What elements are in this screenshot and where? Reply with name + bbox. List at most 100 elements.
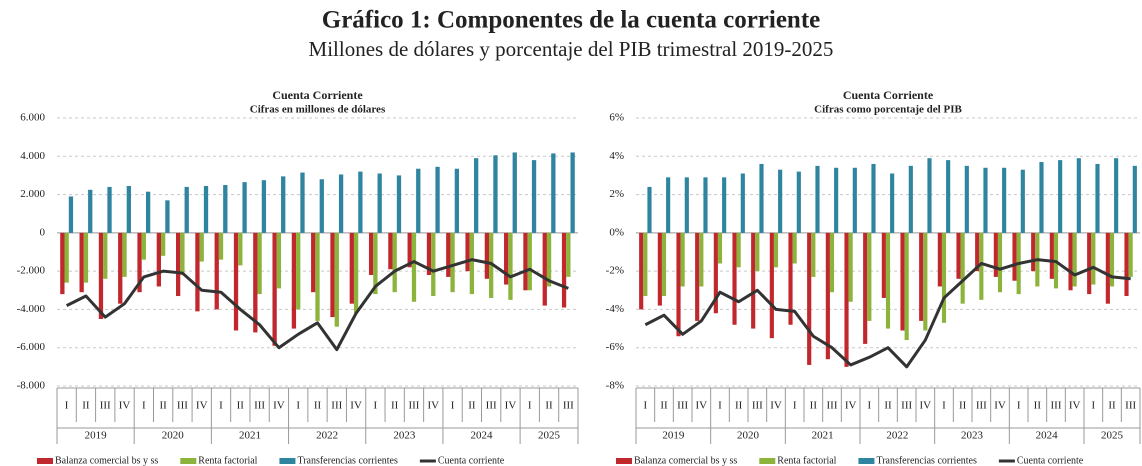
x-tick-label: III: [901, 400, 912, 412]
bar: [703, 177, 708, 233]
bar: [411, 232, 417, 302]
x-tick-label: I: [643, 400, 647, 412]
x-tick-label: II: [314, 400, 322, 412]
bar: [993, 232, 998, 277]
bar: [88, 189, 93, 233]
bar: [956, 232, 961, 279]
bar: [1095, 163, 1100, 233]
bar: [773, 232, 779, 268]
bar: [195, 232, 200, 312]
bar: [1114, 158, 1119, 233]
y-tick-label: 6%: [609, 112, 624, 124]
bar: [107, 186, 112, 233]
bar: [1109, 232, 1115, 287]
x-tick-label: II: [545, 400, 553, 412]
bar: [315, 232, 320, 321]
bar: [778, 169, 783, 233]
chart-title: Cuenta Corriente: [272, 88, 363, 102]
bar: [388, 232, 393, 270]
bar: [570, 152, 575, 233]
x-tick-label: I: [142, 400, 146, 412]
x-tick-label: II: [810, 400, 818, 412]
bar: [165, 200, 170, 233]
bar: [416, 168, 421, 233]
x-group-label: 2021: [239, 430, 261, 442]
bar: [291, 232, 297, 329]
bar: [504, 232, 509, 285]
x-group-label: 2020: [737, 430, 760, 442]
legend-label: Balanza comercial bs y ss: [634, 455, 737, 466]
x-tick-label: II: [82, 400, 90, 412]
bar: [960, 232, 965, 304]
bar: [769, 232, 774, 339]
legend-swatch: [616, 458, 632, 464]
bar: [431, 232, 436, 297]
legend-label: Transferencias corrientes: [876, 455, 977, 466]
y-tick-label: 4.000: [20, 150, 45, 162]
chart-subtitle: Cifras como porcentaje del PIB: [814, 104, 962, 116]
bar: [713, 232, 718, 314]
bar: [257, 232, 262, 295]
bar: [792, 232, 797, 264]
x-tick-label: III: [177, 400, 188, 412]
x-group-label: 2019: [85, 430, 108, 442]
bar: [919, 232, 924, 321]
bar: [218, 232, 224, 260]
x-tick-label: IV: [350, 400, 362, 412]
bar: [334, 232, 339, 327]
x-tick-label: IV: [845, 400, 857, 412]
x-tick-label: II: [884, 400, 892, 412]
bar: [300, 172, 305, 233]
bar: [657, 232, 662, 306]
x-tick-label: III: [486, 400, 497, 412]
bar: [695, 232, 700, 321]
bar: [881, 232, 886, 298]
x-tick-label: I: [528, 400, 532, 412]
bar: [160, 232, 166, 256]
legend-label: Cuenta corriente: [438, 455, 505, 466]
legend-swatch: [37, 458, 53, 464]
bar: [180, 232, 185, 275]
y-tick-label: -4%: [606, 303, 624, 315]
x-tick-label: I: [942, 400, 946, 412]
bar: [546, 232, 552, 287]
x-tick-label: III: [408, 400, 419, 412]
legend-label: Renta factorial: [198, 455, 257, 466]
x-tick-label: III: [1051, 400, 1062, 412]
bar: [844, 232, 849, 367]
bar: [103, 232, 108, 279]
x-tick-label: III: [254, 400, 265, 412]
bar: [676, 232, 681, 337]
legend-swatch: [759, 458, 776, 464]
bar: [184, 186, 189, 233]
x-tick-label: IV: [119, 400, 131, 412]
bar: [296, 232, 301, 310]
x-tick-label: II: [660, 400, 668, 412]
bar: [1132, 165, 1137, 233]
bar: [1072, 232, 1077, 287]
bar: [531, 160, 537, 233]
bar: [118, 232, 123, 304]
x-tick-label: III: [100, 400, 111, 412]
x-tick-label: I: [1091, 400, 1095, 412]
bar: [311, 232, 316, 293]
legend-swatch: [279, 458, 296, 464]
bar: [353, 232, 359, 314]
bar: [60, 232, 65, 295]
bar: [834, 167, 839, 233]
y-tick-label: -6.000: [17, 341, 46, 353]
bar: [122, 232, 127, 277]
y-tick-label: 2.000: [20, 188, 45, 200]
y-tick-label: -8.000: [17, 380, 46, 392]
x-tick-label: IV: [770, 400, 782, 412]
legend-label: Cuenta corriente: [1017, 455, 1084, 466]
bar: [489, 232, 494, 298]
x-tick-label: IV: [196, 400, 208, 412]
bar: [203, 185, 209, 233]
chart-subtitle: Cifras en millones de dólares: [250, 104, 386, 116]
bar: [233, 232, 239, 331]
bar: [740, 173, 745, 233]
bar: [639, 232, 644, 310]
bar: [937, 232, 942, 287]
line: [65, 258, 569, 352]
